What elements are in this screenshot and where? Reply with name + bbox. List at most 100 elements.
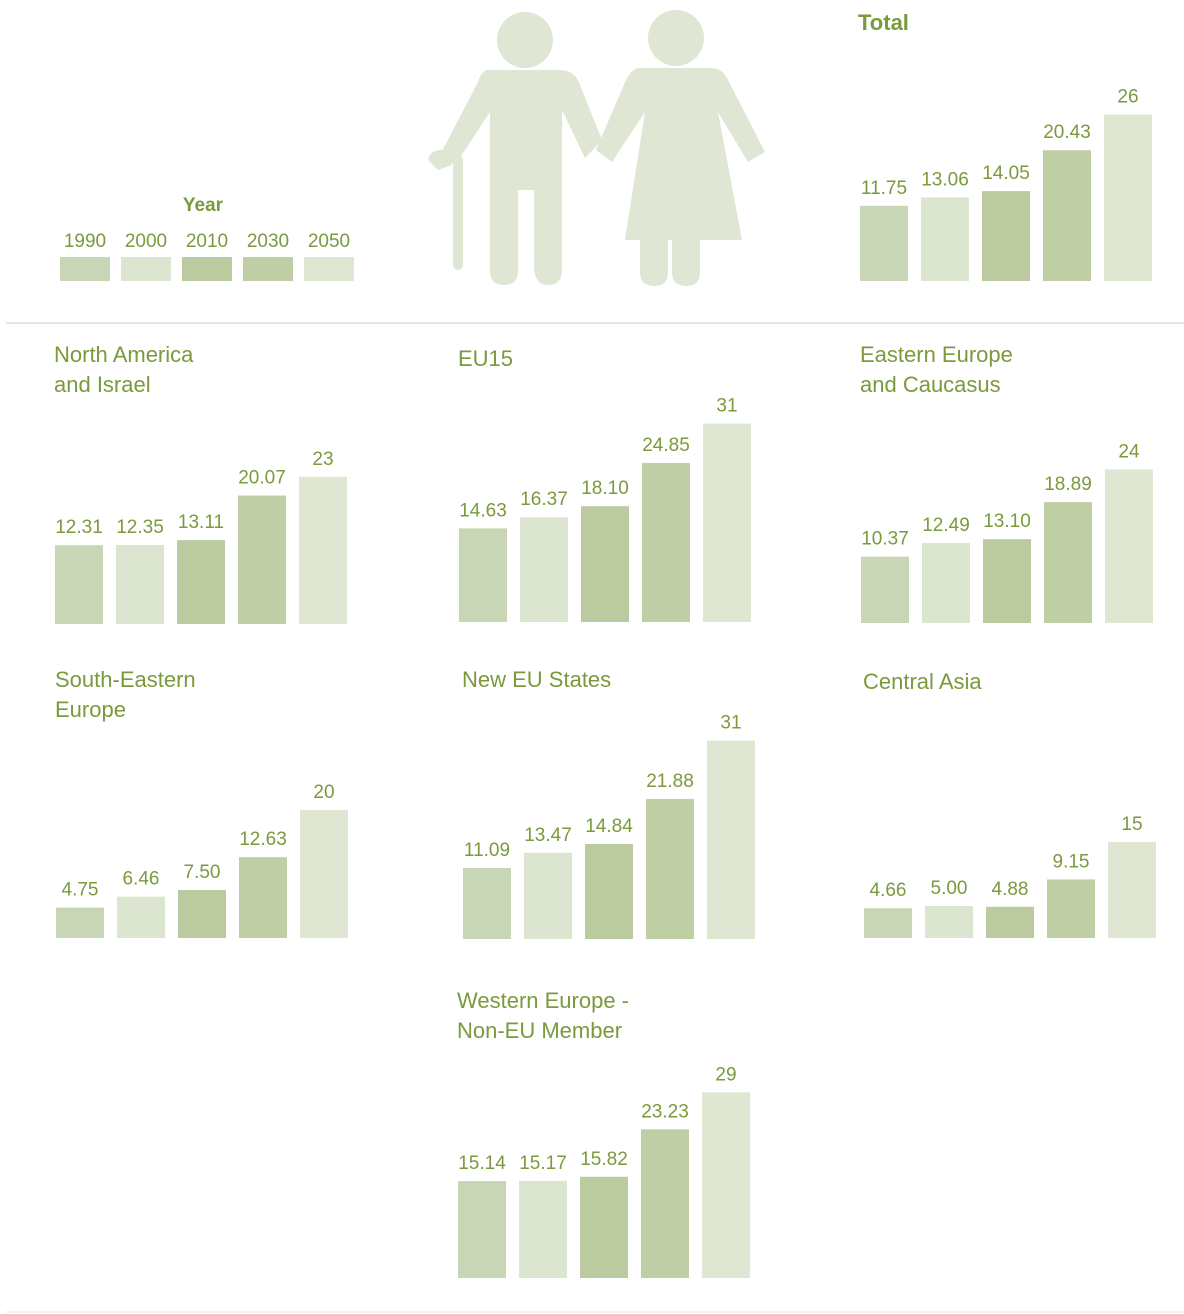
data-label: 23 xyxy=(312,449,333,470)
chart-title: South-Eastern Europe xyxy=(55,667,196,722)
data-label: 21.88 xyxy=(646,771,694,792)
legend-title: Year xyxy=(183,195,224,216)
chart-title: New EU States xyxy=(462,667,612,692)
data-label: 12.49 xyxy=(922,515,970,536)
bar xyxy=(1047,879,1095,938)
data-label: 31 xyxy=(716,396,737,417)
bar xyxy=(982,191,1030,281)
bar xyxy=(300,810,348,938)
bar xyxy=(707,740,755,939)
legend-label: 1990 xyxy=(64,231,106,252)
data-label: 5.00 xyxy=(931,878,968,899)
bar xyxy=(860,205,908,281)
bar xyxy=(925,906,973,938)
bar xyxy=(55,545,103,624)
bar xyxy=(642,462,690,622)
bar xyxy=(239,857,287,938)
bar xyxy=(641,1129,689,1278)
legend-swatch xyxy=(243,257,293,281)
bar xyxy=(178,890,226,938)
bar xyxy=(921,197,969,281)
data-label: 13.11 xyxy=(178,512,224,533)
data-label: 7.50 xyxy=(184,862,221,883)
data-label: 4.66 xyxy=(870,880,907,901)
bar xyxy=(463,868,511,939)
data-label: 23.23 xyxy=(641,1101,689,1122)
legend-swatch xyxy=(121,257,171,281)
elderly-couple-icon xyxy=(428,10,765,286)
data-label: 15.17 xyxy=(519,1153,567,1174)
data-label: 18.89 xyxy=(1044,474,1092,495)
data-label: 13.06 xyxy=(921,169,969,190)
legend-label: 2010 xyxy=(186,231,228,252)
data-label: 4.75 xyxy=(62,880,99,901)
bar xyxy=(519,1180,567,1278)
bar xyxy=(1108,842,1156,938)
data-label: 10.37 xyxy=(861,529,909,550)
legend-label: 2000 xyxy=(125,231,167,252)
data-label: 9.15 xyxy=(1053,851,1090,872)
bar xyxy=(702,1092,750,1278)
data-label: 14.05 xyxy=(982,163,1030,184)
data-label: 6.46 xyxy=(123,869,160,890)
legend-swatch xyxy=(60,257,110,281)
bar xyxy=(459,528,507,622)
bar xyxy=(864,908,912,938)
legend-label: 2050 xyxy=(308,231,350,252)
data-label: 20.43 xyxy=(1043,122,1091,143)
chart-title: Western Europe - Non-EU Member xyxy=(457,988,630,1043)
data-label: 24.85 xyxy=(642,435,690,456)
bar xyxy=(177,540,225,624)
bar xyxy=(116,544,164,624)
bar xyxy=(983,539,1031,623)
data-label: 14.84 xyxy=(585,816,633,837)
data-label: 15.14 xyxy=(458,1153,506,1174)
data-label: 18.10 xyxy=(581,478,629,499)
data-label: 4.88 xyxy=(992,879,1029,900)
bar xyxy=(117,896,165,938)
data-label: 14.63 xyxy=(459,500,507,521)
bar xyxy=(703,423,751,622)
bar xyxy=(299,476,347,624)
bar xyxy=(458,1181,506,1278)
chart-title: EU15 xyxy=(458,346,514,371)
data-label: 31 xyxy=(720,713,741,734)
data-label: 12.63 xyxy=(239,829,287,850)
bar xyxy=(922,543,970,623)
bar xyxy=(1043,150,1091,281)
bar xyxy=(238,495,286,624)
data-label: 15.82 xyxy=(580,1149,628,1170)
bar xyxy=(56,907,104,938)
bar xyxy=(861,556,909,623)
bar xyxy=(1104,114,1152,281)
data-label: 16.37 xyxy=(520,489,568,510)
data-label: 13.10 xyxy=(983,511,1031,532)
data-label: 12.35 xyxy=(116,517,164,538)
data-label: 11.09 xyxy=(464,840,510,861)
data-label: 11.75 xyxy=(861,178,907,199)
bar xyxy=(986,906,1034,938)
data-label: 13.47 xyxy=(524,825,572,846)
legend-label: 2030 xyxy=(247,231,289,252)
chart-title: North America and Israel xyxy=(54,342,194,397)
legend-swatch xyxy=(304,257,354,281)
bar xyxy=(585,844,633,939)
data-label: 24 xyxy=(1118,441,1140,462)
legend-swatch xyxy=(182,257,232,281)
bar xyxy=(580,1176,628,1278)
bar xyxy=(1044,502,1092,623)
chart-title: Central Asia xyxy=(863,669,982,694)
bar xyxy=(1105,469,1153,623)
bar xyxy=(646,798,694,939)
data-label: 29 xyxy=(715,1064,736,1085)
chart-title: Eastern Europe and Caucasus xyxy=(860,342,1013,397)
bar xyxy=(524,852,572,939)
data-label: 20.07 xyxy=(238,468,286,489)
data-label: 26 xyxy=(1117,87,1138,108)
data-label: 20 xyxy=(313,782,334,803)
data-label: 12.31 xyxy=(55,517,103,538)
data-label: 15 xyxy=(1121,814,1142,835)
bar xyxy=(520,517,568,622)
